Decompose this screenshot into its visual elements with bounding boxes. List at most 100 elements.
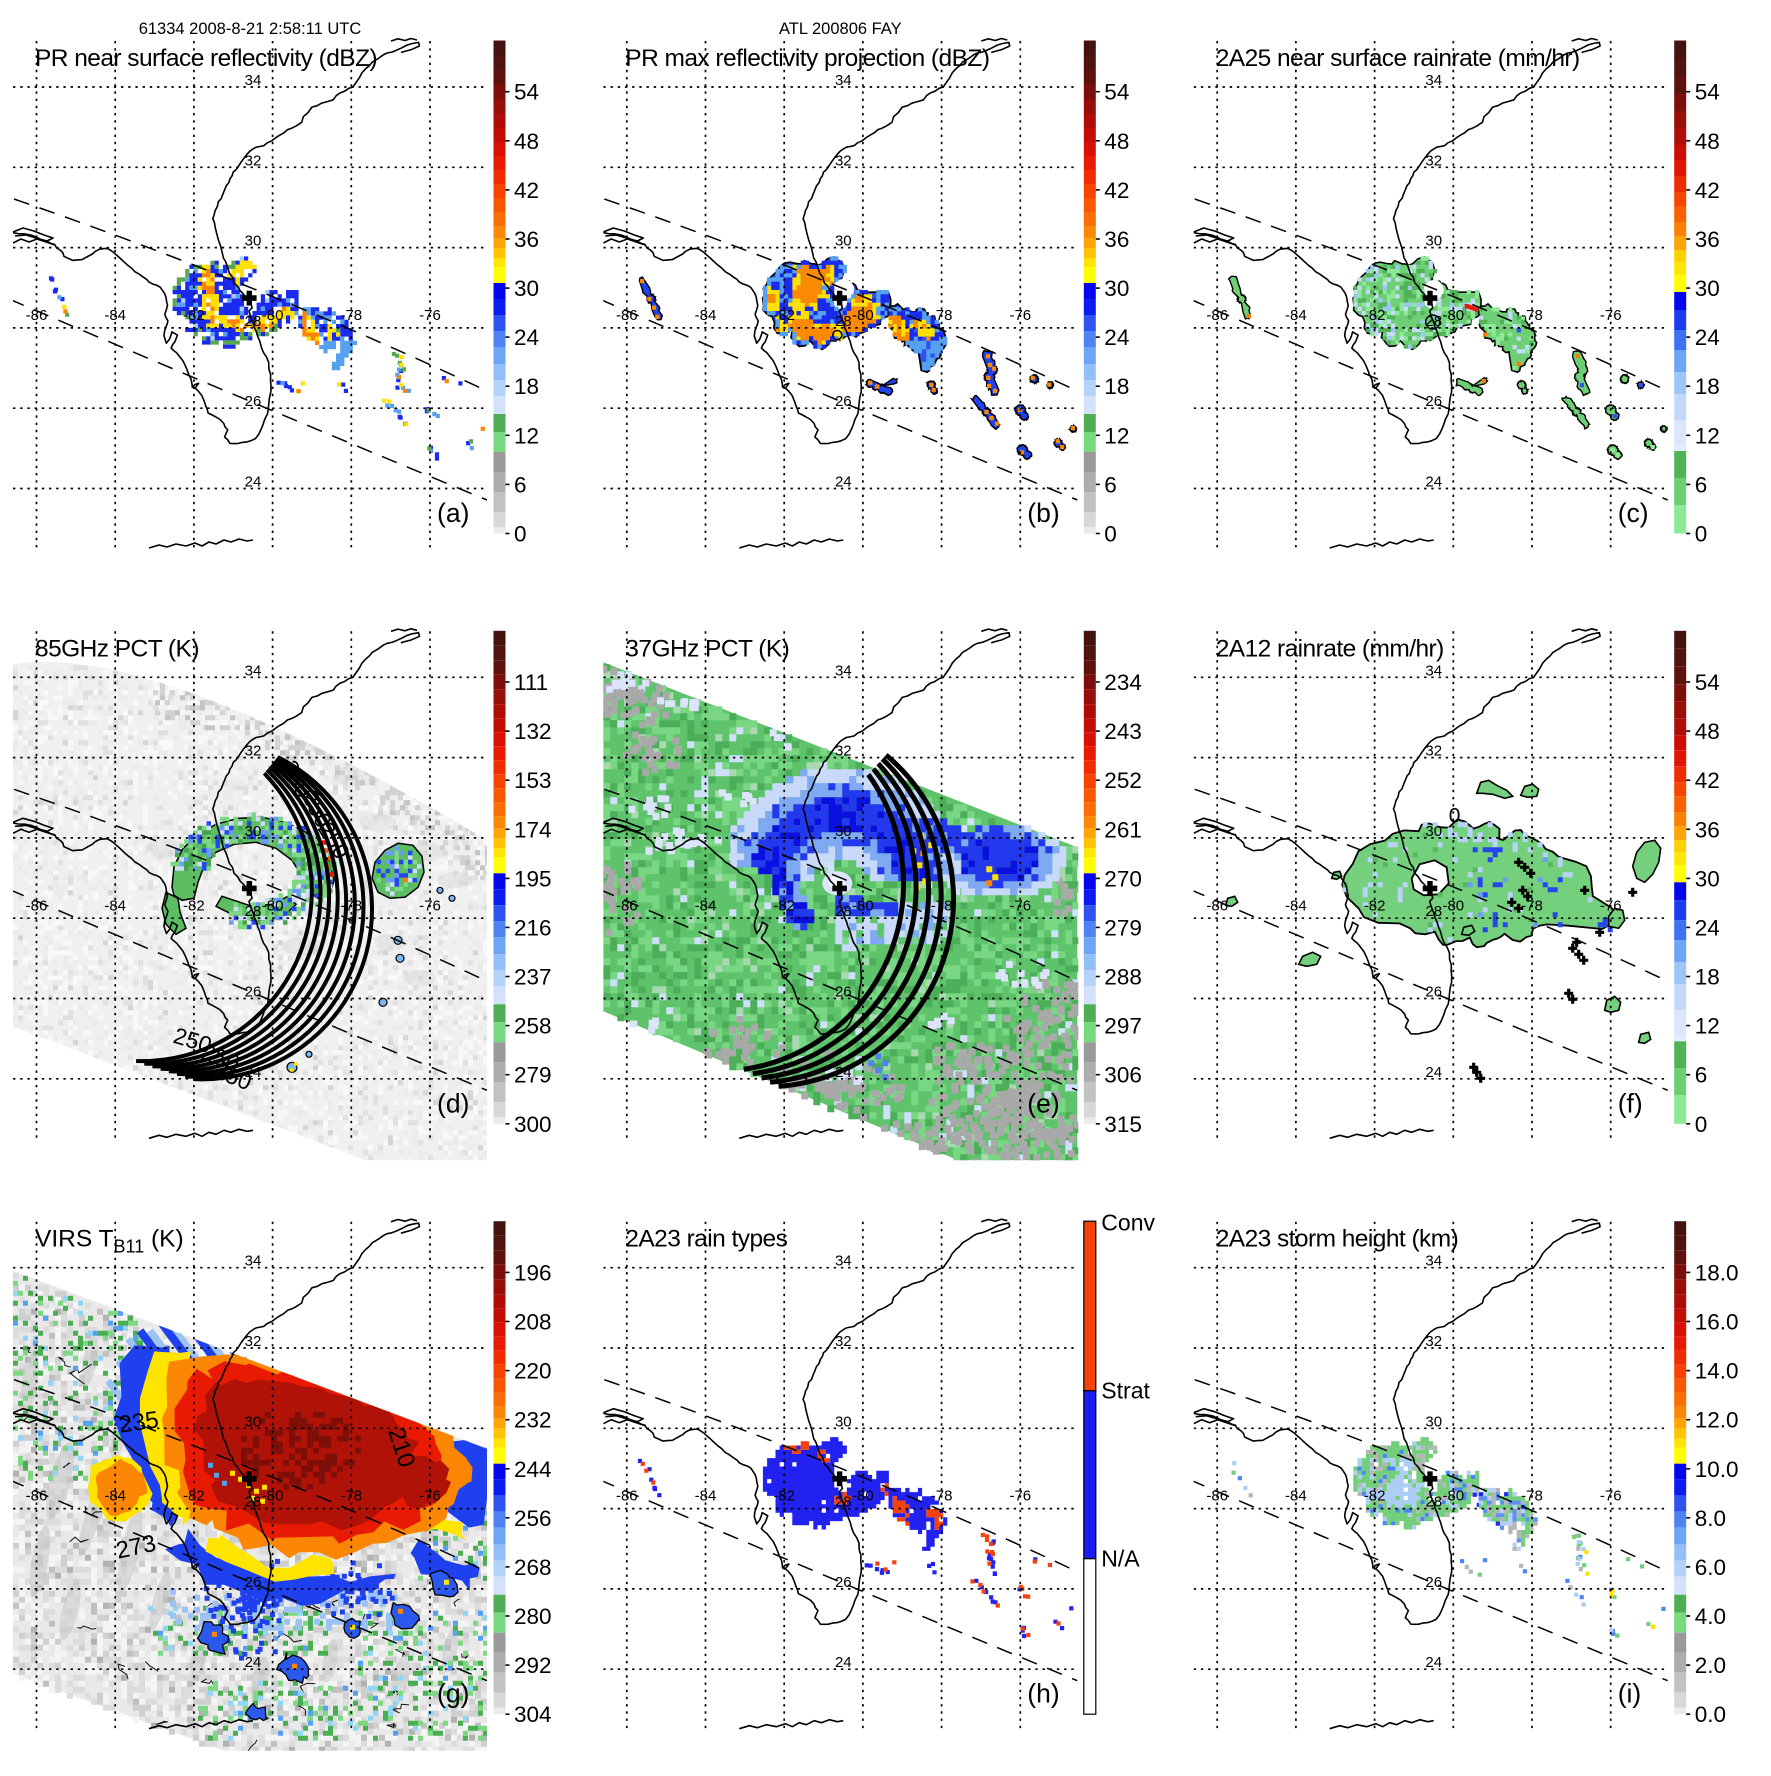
svg-text:42: 42 — [514, 178, 539, 203]
svg-text:30: 30 — [1695, 866, 1720, 891]
svg-text:220: 220 — [514, 1359, 552, 1384]
svg-text:61334 2008-8-21 2:58:11 UTC: 61334 2008-8-21 2:58:11 UTC — [139, 20, 362, 38]
svg-text:42: 42 — [1695, 768, 1720, 793]
svg-text:24: 24 — [1104, 325, 1129, 350]
svg-text:48: 48 — [514, 129, 539, 154]
svg-text:244: 244 — [514, 1457, 552, 1482]
svg-text:42: 42 — [1104, 178, 1129, 203]
svg-text:216: 216 — [514, 915, 552, 940]
svg-text:243: 243 — [1104, 719, 1142, 744]
svg-text:36: 36 — [514, 227, 539, 252]
svg-text:300: 300 — [514, 1112, 552, 1137]
svg-text:42: 42 — [1695, 178, 1720, 203]
svg-text:232: 232 — [514, 1408, 552, 1433]
svg-text:24: 24 — [1695, 325, 1720, 350]
svg-text:0: 0 — [1104, 522, 1117, 547]
svg-text:48: 48 — [1104, 129, 1129, 154]
svg-text:12: 12 — [1695, 1014, 1720, 1039]
svg-text:12: 12 — [1695, 423, 1720, 448]
svg-text:280: 280 — [514, 1604, 552, 1629]
svg-text:36: 36 — [1104, 227, 1129, 252]
svg-text:195: 195 — [514, 866, 552, 891]
svg-text:(c): (c) — [1618, 498, 1649, 528]
svg-text:54: 54 — [1695, 80, 1720, 105]
svg-text:(f): (f) — [1618, 1088, 1643, 1118]
svg-text:6.0: 6.0 — [1695, 1555, 1726, 1580]
svg-text:18: 18 — [1104, 374, 1129, 399]
svg-text:48: 48 — [1695, 719, 1720, 744]
svg-text:279: 279 — [1104, 915, 1142, 940]
svg-text:54: 54 — [514, 80, 539, 105]
svg-text:18: 18 — [514, 374, 539, 399]
svg-text:0: 0 — [1449, 804, 1461, 827]
svg-text:279: 279 — [514, 1063, 552, 1088]
svg-text:(d): (d) — [437, 1088, 469, 1118]
svg-text:6: 6 — [1695, 472, 1708, 497]
svg-text:304: 304 — [514, 1702, 552, 1727]
svg-text:37GHz PCT (K): 37GHz PCT (K) — [625, 635, 789, 662]
svg-text:2A25 near surface rainrate (mm: 2A25 near surface rainrate (mm/hr) — [1216, 45, 1580, 72]
svg-text:12: 12 — [514, 423, 539, 448]
svg-text:0: 0 — [514, 522, 527, 547]
svg-text:2A12 rainrate (mm/hr): 2A12 rainrate (mm/hr) — [1216, 635, 1444, 662]
svg-text:PR max reflectivity projection: PR max reflectivity projection (dBZ) — [625, 45, 989, 72]
svg-text:306: 306 — [1104, 1063, 1142, 1088]
svg-text:24: 24 — [514, 325, 539, 350]
svg-text:4.0: 4.0 — [1695, 1604, 1726, 1629]
svg-text:24: 24 — [1695, 915, 1720, 940]
svg-text:235: 235 — [117, 1406, 160, 1438]
svg-text:270: 270 — [1104, 866, 1142, 891]
svg-text:292: 292 — [514, 1653, 552, 1678]
svg-text:18: 18 — [1695, 965, 1720, 990]
svg-text:288: 288 — [1104, 965, 1142, 990]
svg-text:(b): (b) — [1027, 498, 1059, 528]
svg-text:6: 6 — [1695, 1063, 1708, 1088]
svg-text:14.0: 14.0 — [1695, 1359, 1739, 1384]
svg-text:30: 30 — [1104, 276, 1129, 301]
svg-text:261: 261 — [1104, 817, 1142, 842]
svg-text:258: 258 — [514, 1014, 552, 1039]
svg-text:(g): (g) — [437, 1679, 469, 1709]
svg-text:30: 30 — [514, 276, 539, 301]
svg-text:0.0: 0.0 — [1695, 1702, 1726, 1727]
svg-text:153: 153 — [514, 768, 552, 793]
svg-text:132: 132 — [514, 719, 552, 744]
svg-text:10.0: 10.0 — [1695, 1457, 1739, 1482]
svg-text:30: 30 — [1695, 276, 1720, 301]
svg-text:234: 234 — [1104, 670, 1142, 695]
svg-text:ATL 200806 FAY: ATL 200806 FAY — [779, 20, 902, 38]
svg-text:PR near surface reflectivity (: PR near surface reflectivity (dBZ) — [35, 45, 377, 72]
svg-text:268: 268 — [514, 1555, 552, 1580]
svg-text:2.0: 2.0 — [1695, 1653, 1726, 1678]
svg-text:(e): (e) — [1027, 1088, 1059, 1118]
svg-text:315: 315 — [1104, 1112, 1142, 1137]
svg-text:6: 6 — [1104, 472, 1117, 497]
svg-text:54: 54 — [1695, 670, 1720, 695]
svg-text:16.0: 16.0 — [1695, 1310, 1739, 1335]
svg-text:208: 208 — [514, 1310, 552, 1335]
svg-text:2A23 rain types: 2A23 rain types — [625, 1226, 787, 1253]
svg-text:36: 36 — [1695, 817, 1720, 842]
svg-text:237: 237 — [514, 965, 552, 990]
svg-text:(a): (a) — [437, 498, 469, 528]
svg-text:0: 0 — [1695, 1112, 1708, 1137]
svg-text:8.0: 8.0 — [1695, 1506, 1726, 1531]
svg-text:12: 12 — [1104, 423, 1129, 448]
svg-text:6: 6 — [514, 472, 527, 497]
svg-text:111: 111 — [514, 670, 548, 695]
svg-text:36: 36 — [1695, 227, 1720, 252]
svg-text:256: 256 — [514, 1506, 552, 1531]
svg-text:174: 174 — [514, 817, 552, 842]
svg-text:(i): (i) — [1618, 1679, 1642, 1709]
svg-text:196: 196 — [514, 1260, 552, 1285]
svg-text:85GHz PCT (K): 85GHz PCT (K) — [35, 635, 199, 662]
svg-text:18: 18 — [1695, 374, 1720, 399]
svg-text:12.0: 12.0 — [1695, 1408, 1739, 1433]
svg-text:297: 297 — [1104, 1014, 1142, 1039]
svg-text:18.0: 18.0 — [1695, 1260, 1739, 1285]
svg-text:2A23 storm height (km): 2A23 storm height (km) — [1216, 1226, 1459, 1253]
svg-text:0: 0 — [1695, 522, 1708, 547]
svg-text:(h): (h) — [1027, 1679, 1059, 1709]
svg-text:VIRS TB11 (K): VIRS TB11 (K) — [35, 1226, 184, 1257]
svg-text:54: 54 — [1104, 80, 1129, 105]
